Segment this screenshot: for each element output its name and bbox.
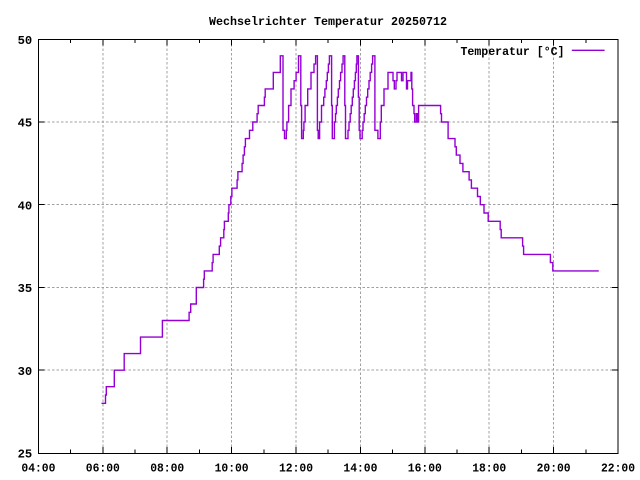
svg-text:50: 50 bbox=[18, 34, 33, 48]
svg-text:20:00: 20:00 bbox=[537, 462, 571, 476]
svg-text:30: 30 bbox=[18, 365, 33, 379]
svg-text:12:00: 12:00 bbox=[279, 462, 313, 476]
svg-text:45: 45 bbox=[18, 117, 33, 131]
svg-text:35: 35 bbox=[18, 282, 33, 296]
svg-text:25: 25 bbox=[18, 448, 33, 462]
svg-text:06:00: 06:00 bbox=[86, 462, 120, 476]
svg-text:Temperatur [°C]: Temperatur [°C] bbox=[461, 45, 565, 59]
svg-text:14:00: 14:00 bbox=[343, 462, 377, 476]
svg-text:Wechselrichter Temperatur 2025: Wechselrichter Temperatur 20250712 bbox=[209, 15, 447, 29]
svg-text:04:00: 04:00 bbox=[21, 462, 55, 476]
svg-text:18:00: 18:00 bbox=[472, 462, 506, 476]
svg-text:22:00: 22:00 bbox=[601, 462, 635, 476]
svg-text:40: 40 bbox=[18, 199, 33, 213]
svg-text:08:00: 08:00 bbox=[150, 462, 184, 476]
svg-text:10:00: 10:00 bbox=[215, 462, 249, 476]
svg-text:16:00: 16:00 bbox=[408, 462, 442, 476]
